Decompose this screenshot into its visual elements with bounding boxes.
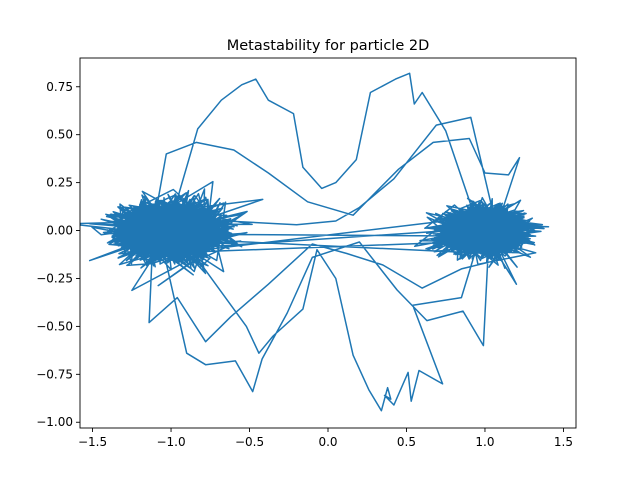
x-tick-label: 0.0: [318, 435, 337, 449]
x-tick-label: 1.0: [475, 435, 494, 449]
x-tick-label: −1.0: [156, 435, 185, 449]
series-line: [80, 72, 550, 412]
series-layer: [80, 72, 550, 412]
x-tick-label: −1.5: [78, 435, 107, 449]
chart-title: Metastability for particle 2D: [227, 38, 430, 54]
y-tick-label: 0.25: [46, 176, 73, 190]
y-tick-label: 0.75: [46, 80, 73, 94]
y-tick-label: 0.50: [46, 128, 73, 142]
y-axis: −1.00 −0.75 −0.50 −0.25 0.00 0.25 0.50 0.75: [36, 80, 80, 429]
x-axis: −1.5 −1.0 −0.5 0.0 0.5 1.0 1.5: [78, 428, 573, 449]
y-tick-label: 0.00: [46, 224, 73, 238]
y-tick-label: −0.50: [36, 319, 73, 333]
y-tick-label: −1.00: [36, 415, 73, 429]
y-tick-label: −0.75: [36, 367, 73, 381]
y-tick-label: −0.25: [36, 271, 73, 285]
x-tick-label: 1.5: [554, 435, 573, 449]
x-tick-label: −0.5: [235, 435, 264, 449]
x-tick-label: 0.5: [397, 435, 416, 449]
